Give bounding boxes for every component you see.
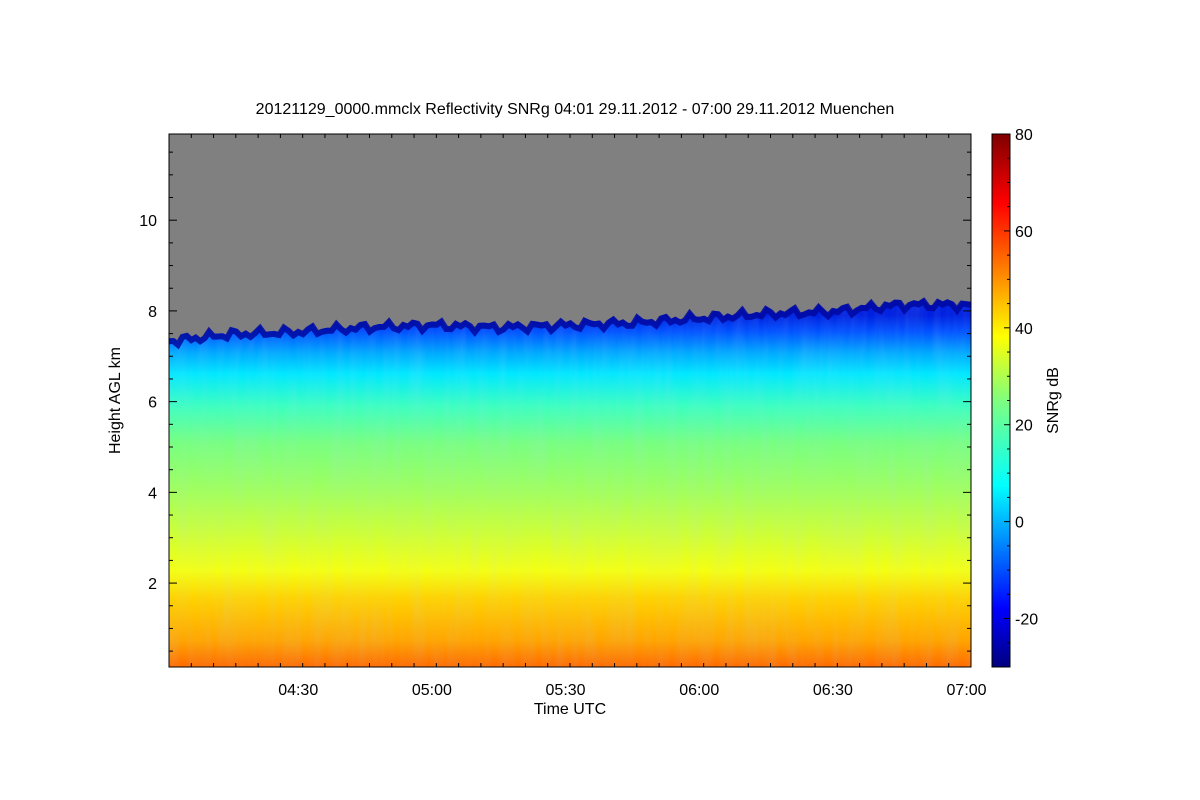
no-echo-region (169, 134, 971, 342)
x-axis: 04:30 05:00 05:30 06:00 06:30 07:00 (190, 134, 987, 699)
y-axis-title: Height AGL km (107, 347, 124, 454)
x-axis-title: Time UTC (534, 701, 606, 718)
x-tick-label: 06:00 (679, 682, 719, 699)
colorbar: -20 0 20 40 60 80 SNRg dB (991, 127, 1062, 668)
y-tick-label: 2 (148, 576, 157, 593)
x-tick-label: 06:30 (813, 682, 853, 699)
colorbar-title: SNRg dB (1045, 367, 1062, 434)
y-tick-label: 8 (148, 304, 157, 321)
y-axis: 2 4 6 8 10 (139, 151, 971, 652)
colorbar-tick-label: 80 (1015, 127, 1033, 144)
colorbar-tick-label: 60 (1015, 224, 1033, 241)
plot-area (168, 133, 972, 668)
y-tick-label: 4 (148, 485, 157, 502)
colorbar-ticks: -20 0 20 40 60 80 (1004, 127, 1038, 644)
colorbar-tick-label: 0 (1015, 515, 1024, 532)
x-tick-label: 05:00 (412, 682, 452, 699)
x-tick-label: 05:30 (546, 682, 586, 699)
y-tick-label: 6 (148, 395, 157, 412)
colorbar-tick-label: -20 (1015, 612, 1038, 629)
colorbar-tick-label: 40 (1015, 321, 1033, 338)
colorbar-tick-label: 20 (1015, 418, 1033, 435)
x-tick-label: 07:00 (947, 682, 987, 699)
y-tick-label: 10 (139, 213, 157, 230)
x-tick-label: 04:30 (278, 682, 318, 699)
echo-top-edge (169, 297, 971, 350)
chart-title: 20121129_0000.mmclx Reflectivity SNRg 04… (256, 101, 895, 118)
